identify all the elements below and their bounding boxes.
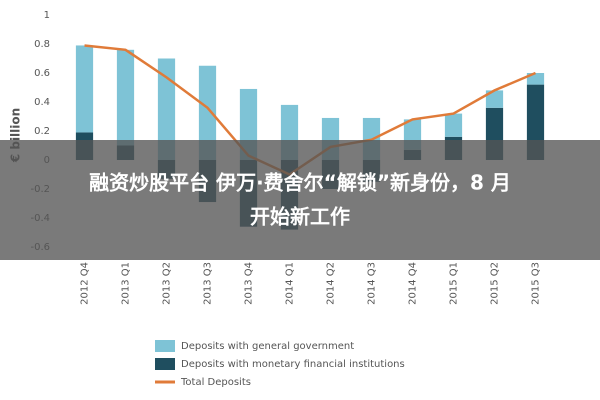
x-tick-label: 2014 Q2 — [326, 262, 337, 305]
x-tick-label: 2015 Q3 — [531, 262, 542, 305]
x-tick-label: 2013 Q2 — [162, 262, 173, 305]
x-tick-label: 2012 Q4 — [80, 262, 91, 305]
x-tick-label: 2015 Q1 — [449, 262, 460, 305]
x-tick-label: 2015 Q2 — [490, 262, 501, 305]
legend-label: Total Deposits — [180, 377, 251, 388]
banner-line: 开始新工作 — [250, 205, 350, 229]
x-tick-label: 2014 Q4 — [408, 262, 419, 305]
x-tick-label: 2014 Q1 — [285, 262, 296, 305]
x-tick-label: 2013 Q1 — [121, 262, 132, 305]
x-tick-label: 2014 Q3 — [367, 262, 378, 305]
legend-swatch — [155, 340, 175, 352]
y-tick-label: 0.2 — [34, 126, 50, 137]
legend-label: Deposits with monetary financial institu… — [181, 359, 405, 370]
y-tick-label: 0.4 — [34, 97, 50, 108]
x-tick-label: 2013 Q4 — [244, 262, 255, 305]
y-tick-label: 0.6 — [34, 68, 50, 79]
y-tick-label: 0.8 — [34, 39, 50, 50]
bar — [444, 113, 463, 137]
bar — [485, 90, 504, 108]
bar — [198, 65, 217, 160]
legend-swatch — [155, 358, 175, 370]
y-tick-label: 1 — [44, 10, 50, 21]
legend-label: Deposits with general government — [181, 341, 354, 352]
bar — [157, 58, 176, 160]
bar — [75, 45, 94, 133]
bar — [116, 49, 135, 146]
banner-bg — [0, 140, 600, 260]
bar — [526, 73, 545, 85]
x-tick-label: 2013 Q3 — [203, 262, 214, 305]
banner-line: 融资炒股平台 伊万·费舍尔“解锁”新身份，8 月 — [89, 171, 511, 195]
